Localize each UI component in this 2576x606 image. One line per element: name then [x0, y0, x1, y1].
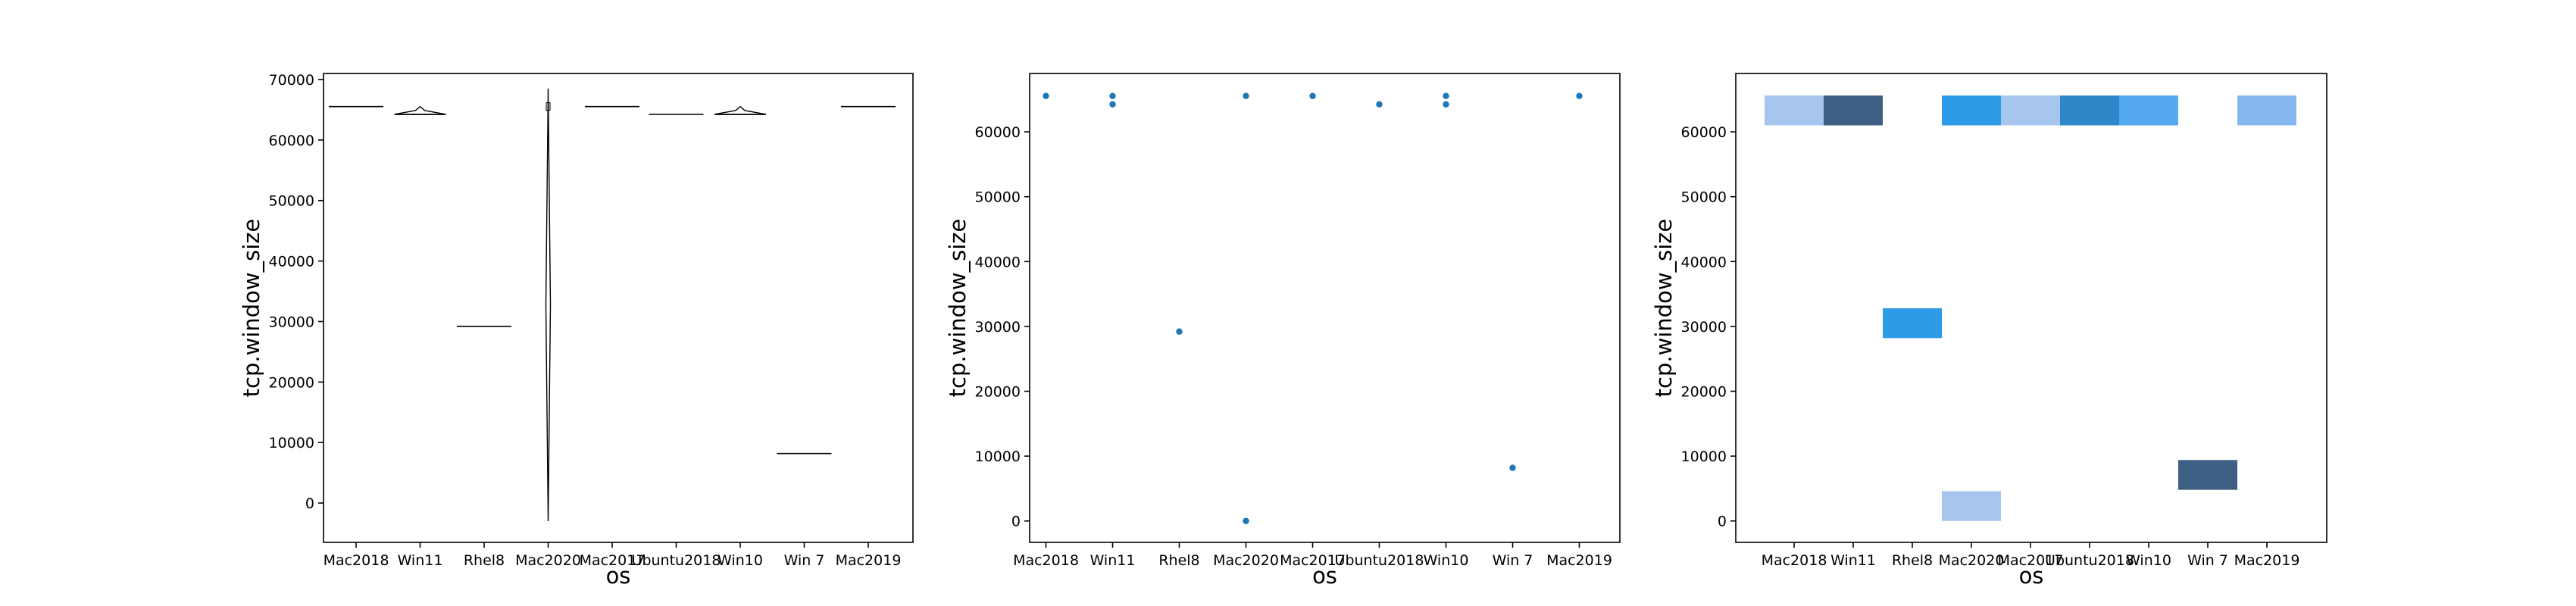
- x-tick-label: Win 7: [2187, 552, 2228, 569]
- y-axis-label: tcp.window_size: [945, 219, 971, 398]
- y-tick-label: 20000: [975, 384, 1021, 401]
- y-tick-label: 30000: [269, 314, 314, 330]
- x-tick-label: Win11: [1830, 552, 1876, 569]
- heatmap-cell: [1883, 308, 1942, 339]
- violin-mac2020: [545, 88, 552, 522]
- violin-chart: 0 10000 20000 30000 40000 50000 60000 70000 Mac2…: [239, 72, 914, 589]
- y-tick-label: 20000: [269, 374, 314, 391]
- x-tick-label: Mac2019: [836, 552, 902, 569]
- data-point: [1109, 101, 1116, 108]
- axes-frame: [1735, 73, 2327, 543]
- data-point: [1176, 328, 1183, 335]
- y-tick-label: 20000: [1681, 384, 1727, 401]
- x-tick-label: Mac2018: [324, 552, 389, 569]
- strip-chart: 0 10000 20000 30000 40000 50000 60000 Mac2018 Wi…: [945, 73, 1621, 589]
- x-tick-label: Win10: [2126, 552, 2171, 569]
- heatmap-cell: [1942, 491, 2001, 521]
- x-tick-label: Mac2019: [2234, 552, 2300, 569]
- data-point: [1243, 92, 1249, 99]
- heatmap-cell: [2178, 460, 2237, 490]
- y-tick-label: 40000: [975, 254, 1021, 270]
- data-point: [1443, 101, 1449, 108]
- heatmap-cell: [1824, 95, 1883, 126]
- data-point: [1043, 92, 1049, 99]
- y-tick-label: 50000: [1681, 189, 1727, 206]
- x-tick-label: Mac2017: [580, 552, 646, 569]
- y-tick-label: 0: [1718, 514, 1727, 530]
- x-tick-label: Win 7: [1493, 552, 1533, 569]
- data-point: [1243, 517, 1249, 524]
- x-tick-label: Mac2019: [1546, 552, 1612, 569]
- y-axis-label: tcp.window_size: [1651, 219, 1677, 398]
- y-tick-label: 50000: [269, 193, 314, 210]
- y-tick-label: 60000: [269, 133, 314, 149]
- y-tick-label: 10000: [1681, 448, 1727, 465]
- data-point: [1509, 464, 1516, 471]
- heatmap-cell: [1765, 95, 1824, 126]
- data-point: [1309, 92, 1316, 99]
- y-tick-label: 30000: [1681, 319, 1727, 336]
- x-axis-label: os: [606, 563, 631, 589]
- x-tick-label: Mac2018: [1013, 552, 1079, 569]
- data-point: [1576, 92, 1583, 99]
- x-tick-label: Rhel8: [1892, 552, 1933, 569]
- y-tick-label: 40000: [1681, 254, 1727, 270]
- x-tick-label: Mac2017: [1998, 552, 2064, 569]
- y-tick-label: 70000: [269, 72, 314, 89]
- x-tick-label: Mac2020: [515, 552, 581, 569]
- x-tick-label: Win10: [717, 552, 763, 569]
- x-tick-label: Mac2018: [1762, 552, 1827, 569]
- x-tick-label: Win 7: [784, 552, 825, 569]
- y-tick-label: 60000: [975, 124, 1021, 141]
- x-tick-label: Ubuntu2018: [2045, 552, 2134, 569]
- x-tick-label: Rhel8: [464, 552, 505, 569]
- x-axis-label: os: [1312, 563, 1337, 589]
- axes-frame: [323, 73, 914, 543]
- y-tick-label: 50000: [975, 189, 1021, 206]
- axes-frame: [1029, 73, 1621, 543]
- y-tick-label: 40000: [269, 254, 314, 270]
- data-point: [1376, 101, 1383, 108]
- x-tick-label: Ubuntu2018: [632, 552, 721, 569]
- x-tick-label: Win10: [1424, 552, 1469, 569]
- heatmap-cell: [2237, 95, 2296, 126]
- x-tick-label: Win11: [1090, 552, 1136, 569]
- x-tick-label: Win11: [398, 552, 443, 569]
- violin-median-marker: [546, 102, 551, 111]
- heatmap-cell: [1942, 95, 2001, 126]
- x-tick-label: Mac2020: [1939, 552, 2005, 569]
- x-tick-label: Mac2020: [1213, 552, 1279, 569]
- heatmap-cell: [2119, 95, 2178, 126]
- y-axis-label: tcp.window_size: [239, 219, 264, 398]
- heatmap-cell: [2001, 95, 2060, 126]
- y-tick-label: 10000: [269, 435, 314, 451]
- x-axis-label: os: [2019, 563, 2044, 589]
- y-tick-label: 60000: [1681, 124, 1727, 141]
- x-tick-label: Ubuntu2018: [1335, 552, 1424, 569]
- y-tick-label: 0: [305, 495, 314, 512]
- heatmap-cell: [2060, 95, 2119, 126]
- data-point: [1443, 92, 1449, 99]
- y-tick-label: 10000: [975, 448, 1021, 465]
- data-point: [1109, 92, 1116, 99]
- x-tick-label: Rhel8: [1158, 552, 1199, 569]
- x-tick-label: Mac2017: [1280, 552, 1346, 569]
- y-tick-label: 30000: [975, 319, 1021, 336]
- y-tick-label: 0: [1011, 514, 1021, 530]
